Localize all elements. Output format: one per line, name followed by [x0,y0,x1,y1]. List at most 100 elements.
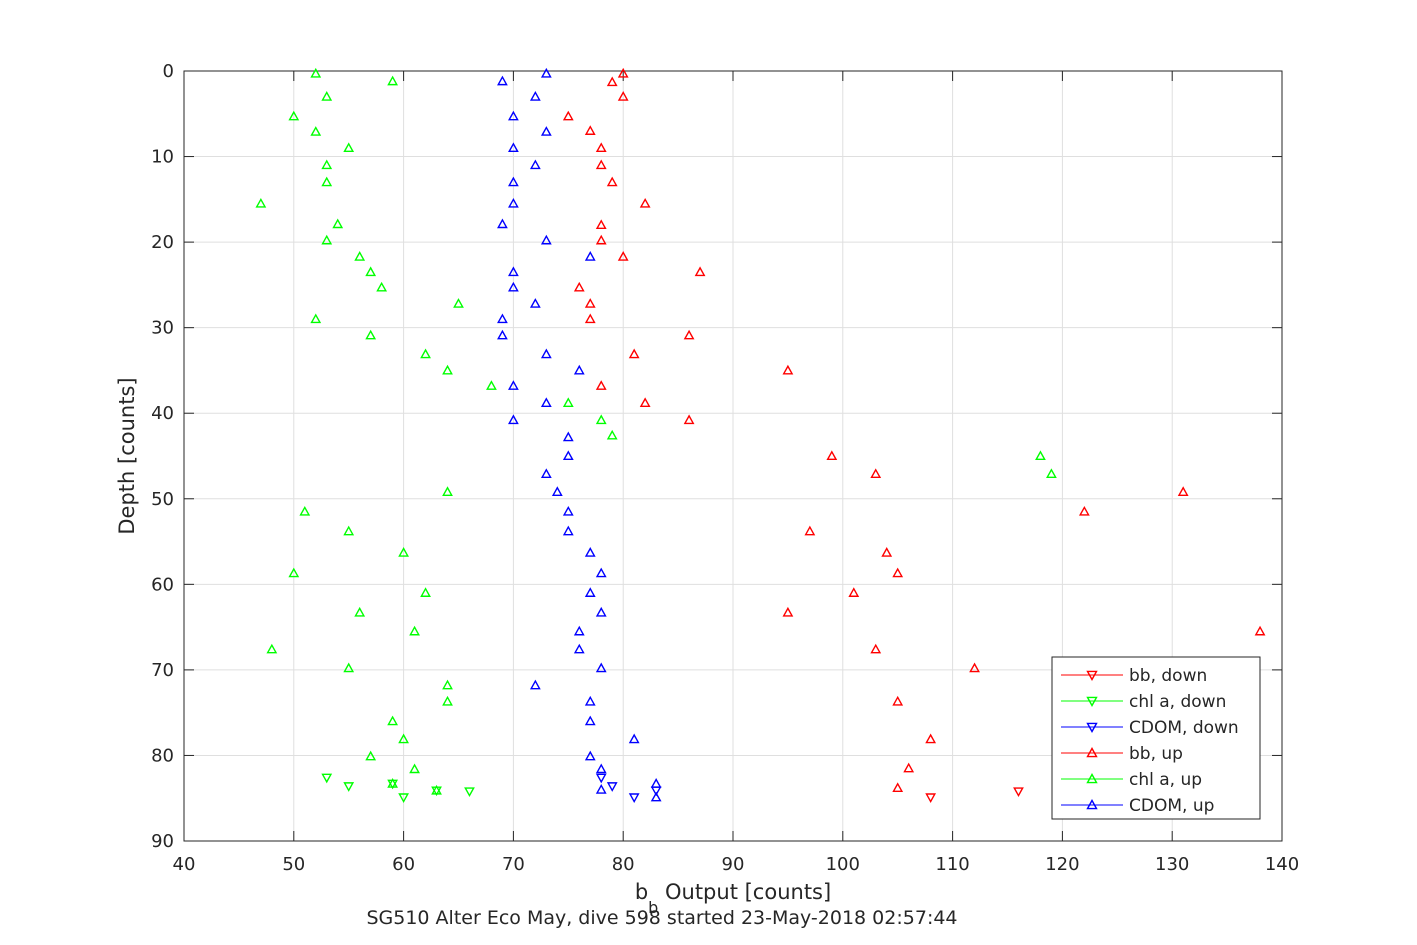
data-point-marker [321,773,333,784]
y-tick-label: 30 [151,318,174,339]
data-point-marker [508,110,519,121]
data-point-marker [442,364,453,375]
legend-label: chl a, up [1129,770,1202,790]
data-point-marker [310,313,322,324]
data-point-marker [343,525,355,536]
data-point-marker [628,348,640,359]
x-tick-label: 50 [282,854,305,875]
data-point-marker [376,281,388,292]
data-point-marker [266,643,278,654]
data-point-marker [595,606,607,617]
legend-label: bb, down [1129,666,1207,686]
data-point-marker [925,733,937,744]
data-point-marker [804,525,816,536]
data-point-marker [1254,625,1266,636]
data-point-marker [1078,505,1090,516]
y-tick-label: 40 [151,403,174,424]
data-point-marker [321,176,333,187]
data-point-marker [683,414,695,425]
data-point-marker [508,176,519,187]
legend: bb, down chl a, down CDOM, down bb, up chl a… [1051,656,1261,820]
data-point-marker [606,782,618,792]
data-point-marker [387,75,399,86]
data-point-marker [409,625,420,636]
data-point-marker [826,450,838,461]
y-tick-label: 20 [151,232,174,253]
data-point-marker [508,197,519,208]
data-point-marker [848,587,860,597]
data-point-marker [584,750,596,761]
data-point-marker [595,142,607,153]
data-point-marker [442,486,453,496]
data-point-marker [606,176,618,187]
data-point-marker [332,218,344,229]
data-point-marker [595,414,607,425]
data-point-marker [508,266,519,277]
x-tick-label: 40 [173,854,196,875]
data-point-marker [343,662,355,673]
data-point-marker [606,76,618,87]
data-point-marker [321,159,333,170]
y-axis-label: Depth [counts] [115,377,139,534]
x-tick-label: 110 [935,854,969,875]
data-point-marker [562,431,574,442]
legend-label: CDOM, up [1129,796,1214,816]
data-point-marker [1177,486,1189,496]
data-point-marker [892,695,904,706]
legend-label: chl a, down [1129,692,1226,712]
legend-marker [1086,747,1098,758]
legend-marker [1086,670,1098,681]
data-point-marker [595,219,607,230]
data-point-marker [508,380,519,390]
y-tick-label: 60 [151,574,174,595]
data-point-marker [540,397,552,408]
data-point-marker [529,679,541,690]
data-point-marker [1013,787,1024,798]
data-point-marker [584,313,596,324]
data-point-marker [617,67,629,78]
legend-marker [1086,696,1098,707]
data-point-marker [365,266,377,277]
data-point-marker [299,505,311,516]
data-point-marker [442,679,453,690]
data-point-marker [782,606,794,617]
data-point-marker [595,784,607,794]
data-point-marker [540,67,552,78]
data-point-marker [694,266,706,277]
data-point-marker [595,773,607,784]
legend-label: CDOM, down [1129,718,1239,738]
data-point-marker [365,329,377,340]
data-point-marker [387,715,399,726]
data-point-marker [617,91,629,101]
data-point-marker [881,547,893,557]
data-point-marker [683,329,695,340]
axes-box [183,70,1283,842]
data-point-marker [321,234,333,245]
data-point-marker [529,298,541,308]
plot-footer-title: SG510 Alter Eco May, dive 598 started 23… [366,907,957,929]
y-tick-labels: 0 10 20 30 40 50 60 70 80 90 [151,61,174,852]
data-point-marker [343,142,355,153]
data-point-marker [508,142,519,153]
data-point-marker [584,695,596,706]
data-point-marker [288,110,300,121]
x-tick-label: 60 [392,854,415,875]
axes [183,70,1283,842]
data-point-marker [398,793,409,804]
data-point-marker [870,643,882,654]
data-point-marker [442,695,453,706]
data-point-marker [573,625,585,636]
data-point-marker [310,126,322,136]
data-point-marker [606,429,618,440]
data-point-marker [497,313,508,324]
data-point-marker [584,587,596,597]
data-point-marker [573,364,585,375]
data-point-marker [420,587,431,597]
data-point-marker [387,778,399,788]
legend-marker [1086,773,1098,784]
x-axis-label: bb Output [counts] [635,880,831,917]
data-point-marker [540,468,552,479]
data-point-marker [1046,468,1057,479]
data-points [255,67,1266,804]
